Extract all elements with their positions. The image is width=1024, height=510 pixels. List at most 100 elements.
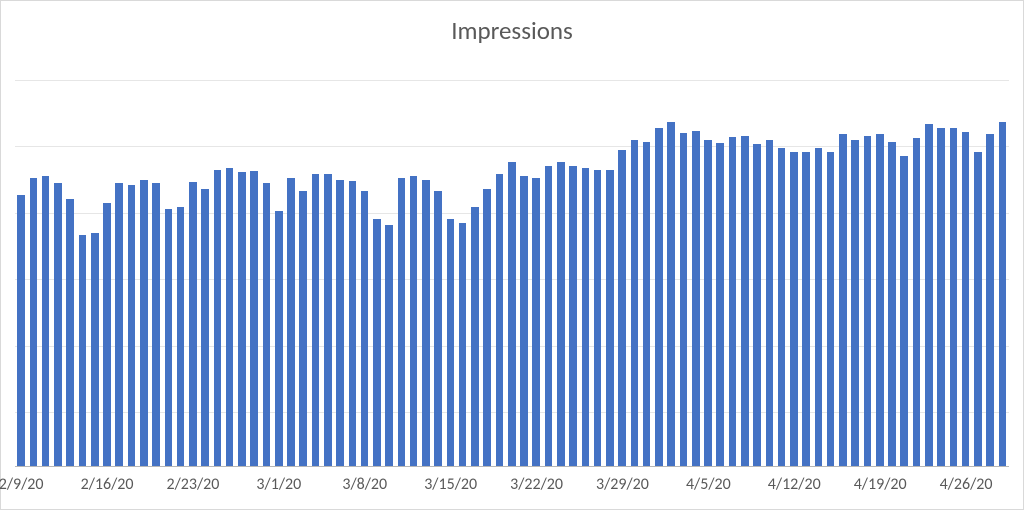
bar-slot [383, 61, 395, 466]
bar [299, 191, 307, 466]
bar-slot [236, 61, 248, 466]
bar [312, 174, 320, 466]
bar [655, 128, 663, 466]
bar [165, 209, 173, 466]
bar [864, 136, 872, 466]
bar-slot [702, 61, 714, 466]
bar [766, 140, 774, 466]
bar [422, 180, 430, 466]
bar [250, 171, 258, 466]
bar [336, 180, 344, 466]
bar [214, 170, 222, 466]
bar-slot [187, 61, 199, 466]
bar-slot [530, 61, 542, 466]
bar [999, 122, 1007, 466]
chart-title: Impressions [1, 15, 1023, 46]
bar [839, 134, 847, 466]
bar-slot [959, 61, 971, 466]
bar [900, 156, 908, 466]
bar [42, 176, 50, 466]
bar [667, 122, 675, 466]
bar-slot [444, 61, 456, 466]
bar [434, 191, 442, 466]
bar [398, 178, 406, 466]
x-axis-label: 4/19/20 [854, 475, 907, 494]
x-axis-label: 2/9/20 [0, 475, 44, 494]
x-axis-label: 2/23/20 [166, 475, 219, 494]
bar [17, 195, 25, 466]
bar [324, 174, 332, 466]
bar [30, 178, 38, 466]
bar [459, 223, 467, 466]
bar-slot [947, 61, 959, 466]
bar [189, 182, 197, 466]
bar [680, 133, 688, 466]
plot-area [15, 61, 1009, 467]
bar-slot [285, 61, 297, 466]
bar [532, 178, 540, 466]
bar-slot [616, 61, 628, 466]
bar-slot [518, 61, 530, 466]
bar [741, 136, 749, 466]
bar [103, 203, 111, 466]
bar-slot [653, 61, 665, 466]
bar [54, 183, 62, 467]
bar-slot [199, 61, 211, 466]
bar [974, 152, 982, 466]
bar-slot [874, 61, 886, 466]
bar-slot [89, 61, 101, 466]
bar [201, 189, 209, 466]
bar [925, 124, 933, 466]
bar [140, 180, 148, 466]
x-axis-label: 4/5/20 [686, 475, 731, 494]
bar-slot [555, 61, 567, 466]
bar-slot [334, 61, 346, 466]
impressions-chart: Impressions 2/9/202/16/202/23/203/1/203/… [0, 0, 1024, 510]
x-axis-label: 2/16/20 [81, 475, 134, 494]
bar [913, 138, 921, 466]
bar-slot [910, 61, 922, 466]
bar-slot [714, 61, 726, 466]
x-axis-label: 3/22/20 [510, 475, 563, 494]
bar [888, 142, 896, 466]
bar-slot [408, 61, 420, 466]
bar-slot [162, 61, 174, 466]
bar [128, 185, 136, 466]
bar-slot [604, 61, 616, 466]
bar [569, 166, 577, 466]
x-axis-label: 4/26/20 [940, 475, 993, 494]
bar-slot [800, 61, 812, 466]
bar [950, 128, 958, 466]
bar [778, 148, 786, 466]
bar [704, 140, 712, 466]
bar [582, 168, 590, 466]
bar-slot [211, 61, 223, 466]
bar-slot [775, 61, 787, 466]
bar-series [15, 61, 1009, 466]
bar-slot [763, 61, 775, 466]
bar-slot [591, 61, 603, 466]
bar-slot [788, 61, 800, 466]
bar-slot [628, 61, 640, 466]
bar [790, 152, 798, 466]
x-axis-label: 3/29/20 [596, 475, 649, 494]
bar-slot [690, 61, 702, 466]
bar [594, 170, 602, 466]
bar-slot [481, 61, 493, 466]
bar-slot [224, 61, 236, 466]
bar-slot [677, 61, 689, 466]
bar [483, 189, 491, 466]
bar-slot [15, 61, 27, 466]
bar [373, 219, 381, 466]
bar-slot [579, 61, 591, 466]
bar-slot [849, 61, 861, 466]
bar [496, 174, 504, 466]
bar-slot [346, 61, 358, 466]
bar [643, 142, 651, 466]
bar-slot [138, 61, 150, 466]
bar-slot [371, 61, 383, 466]
bar [557, 162, 565, 466]
bar-slot [837, 61, 849, 466]
bar-slot [984, 61, 996, 466]
bar [962, 132, 970, 466]
